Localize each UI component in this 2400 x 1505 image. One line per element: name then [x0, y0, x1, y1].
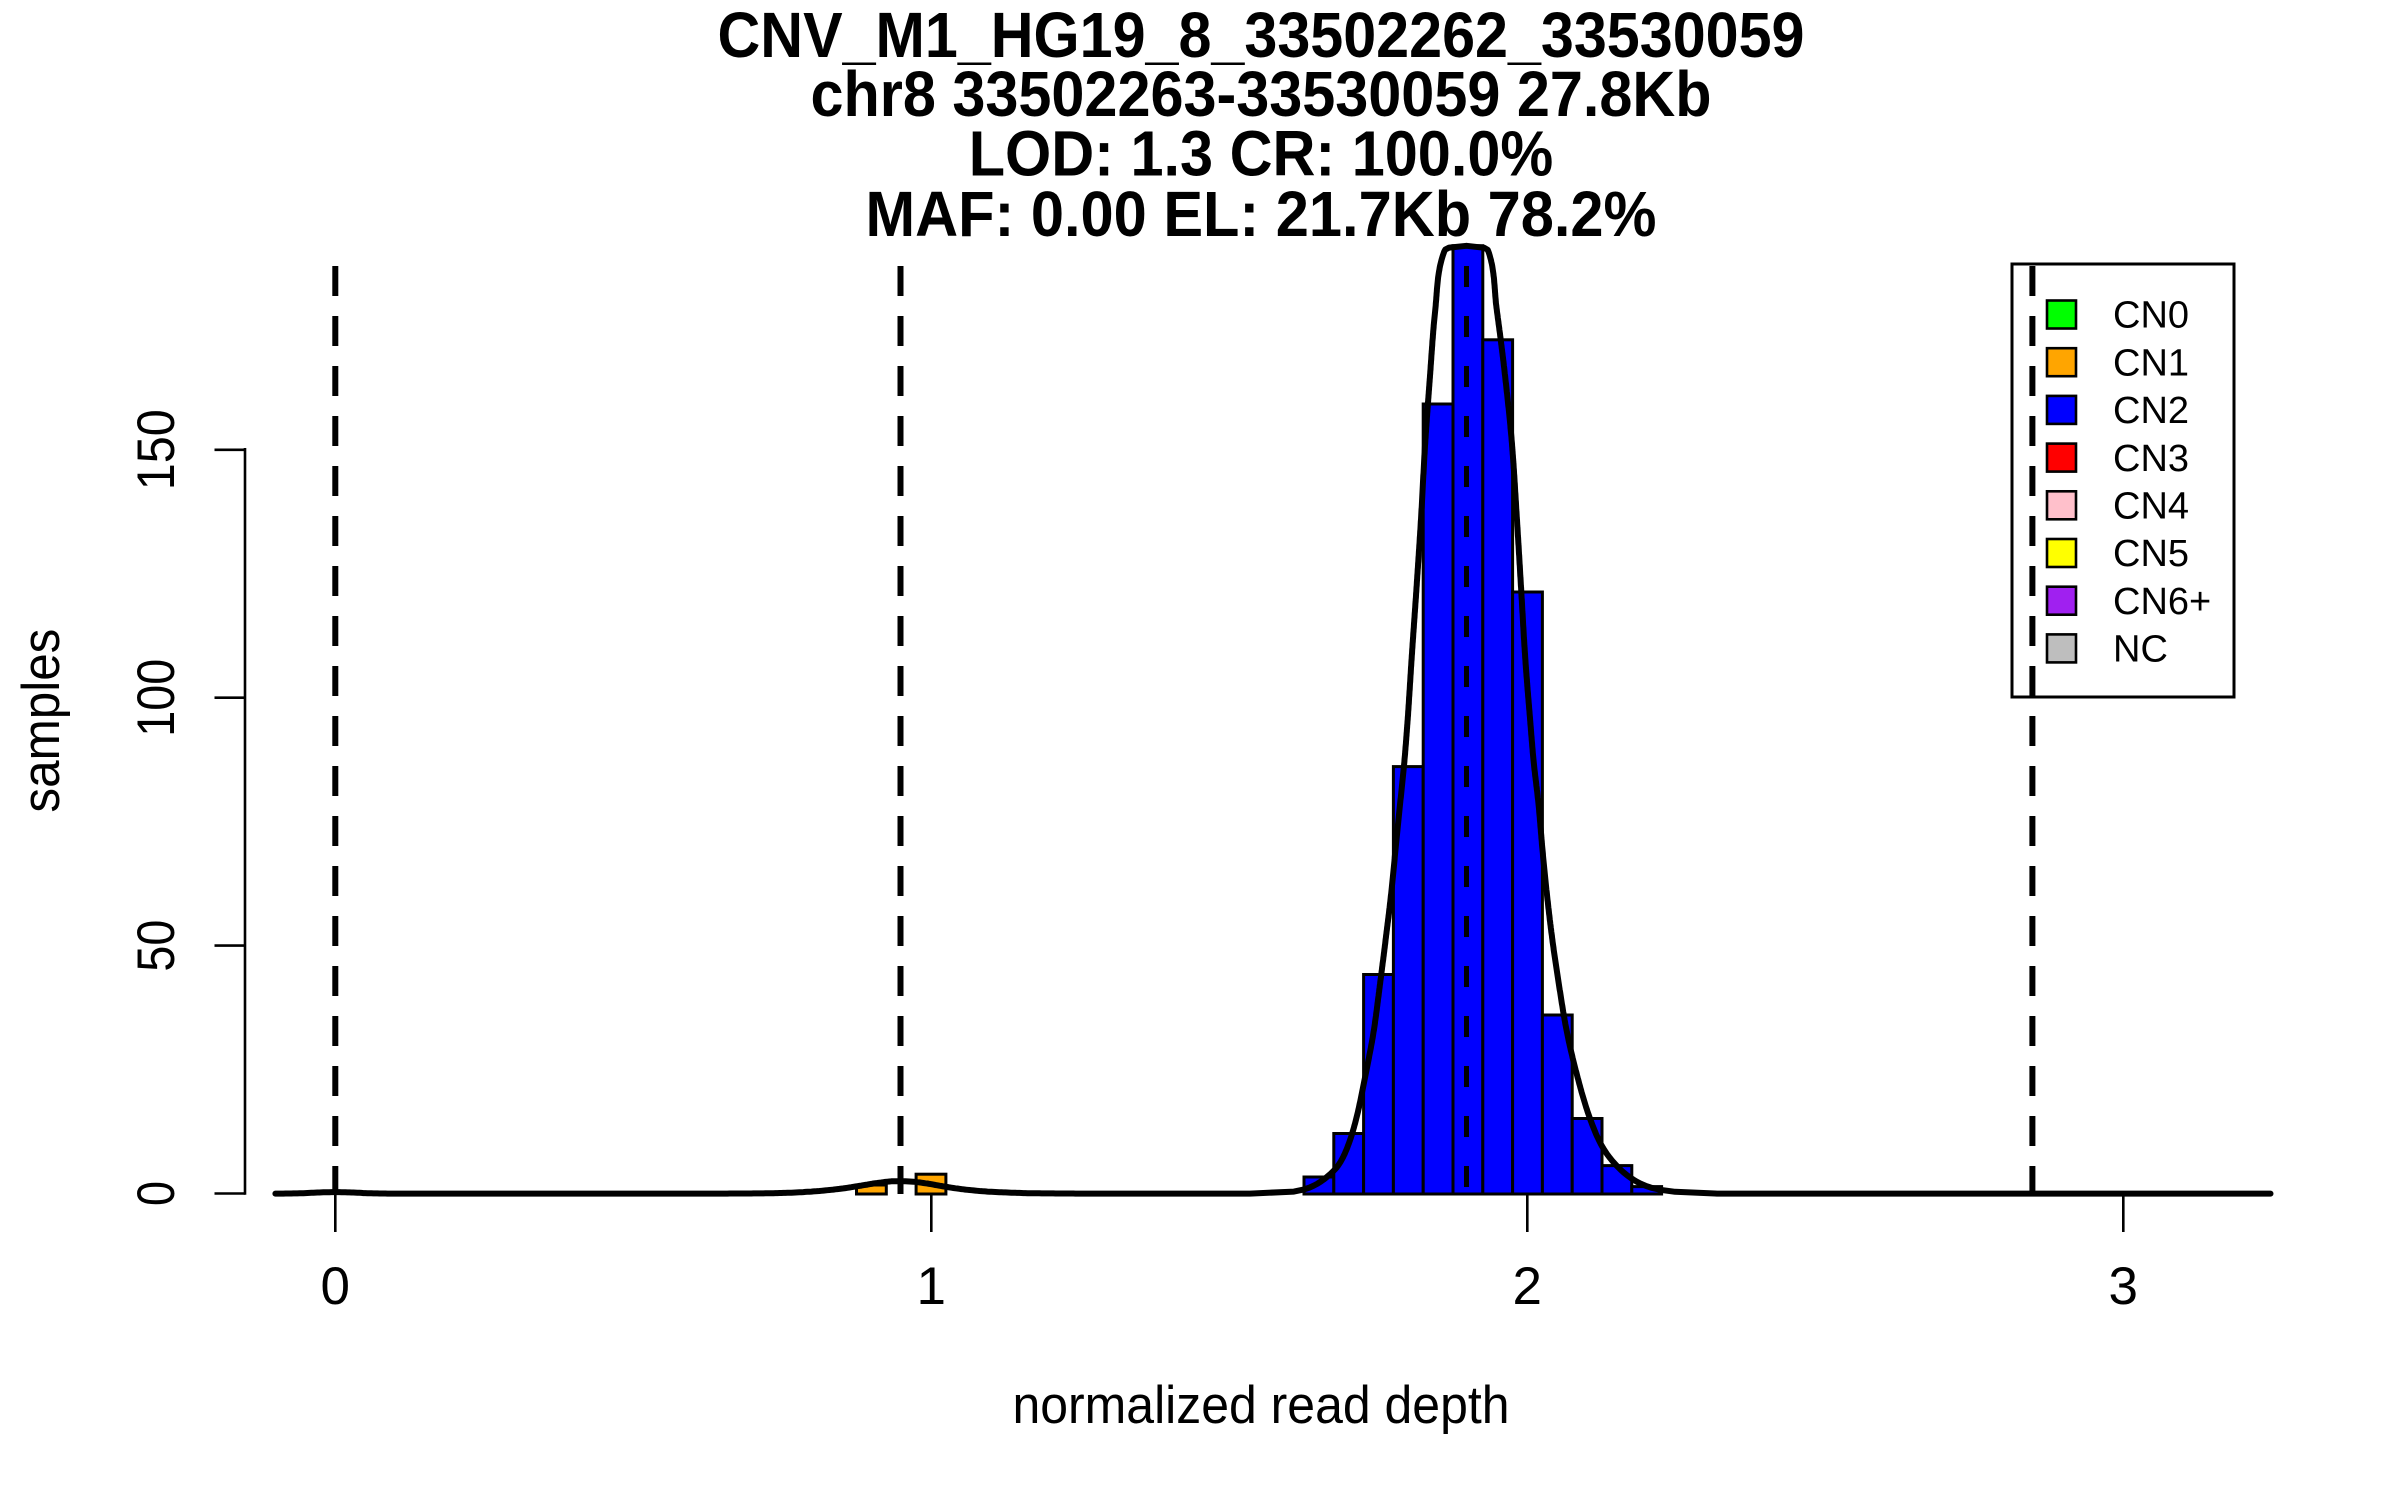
svg-text:CN3: CN3 [2113, 438, 2189, 480]
svg-text:50: 50 [127, 920, 186, 972]
svg-text:CN0: CN0 [2113, 295, 2189, 337]
svg-text:normalized read depth: normalized read depth [1013, 1376, 1510, 1435]
svg-text:samples: samples [12, 629, 71, 813]
svg-text:LOD: 1.3 CR: 100.0%: LOD: 1.3 CR: 100.0% [969, 117, 1554, 189]
svg-text:100: 100 [127, 659, 186, 737]
svg-text:CNV_M1_HG19_8_33502262_3353005: CNV_M1_HG19_8_33502262_33530059 [718, 0, 1805, 71]
svg-text:0: 0 [127, 1181, 186, 1206]
svg-text:MAF: 0.00 EL: 21.7Kb 78.2%: MAF: 0.00 EL: 21.7Kb 78.2% [866, 178, 1657, 250]
svg-text:2: 2 [1513, 1257, 1542, 1316]
svg-text:NC: NC [2113, 629, 2168, 671]
svg-text:3: 3 [2109, 1257, 2138, 1316]
svg-text:150: 150 [127, 409, 186, 490]
svg-text:CN2: CN2 [2113, 390, 2189, 432]
svg-text:CN5: CN5 [2113, 533, 2189, 575]
svg-text:CN1: CN1 [2113, 342, 2189, 384]
svg-text:CN4: CN4 [2113, 486, 2189, 528]
svg-text:1: 1 [917, 1257, 946, 1316]
svg-text:0: 0 [321, 1257, 350, 1316]
svg-text:CN6+: CN6+ [2113, 581, 2211, 623]
svg-text:chr8 33502263-33530059 27.8Kb: chr8 33502263-33530059 27.8Kb [811, 58, 1712, 130]
